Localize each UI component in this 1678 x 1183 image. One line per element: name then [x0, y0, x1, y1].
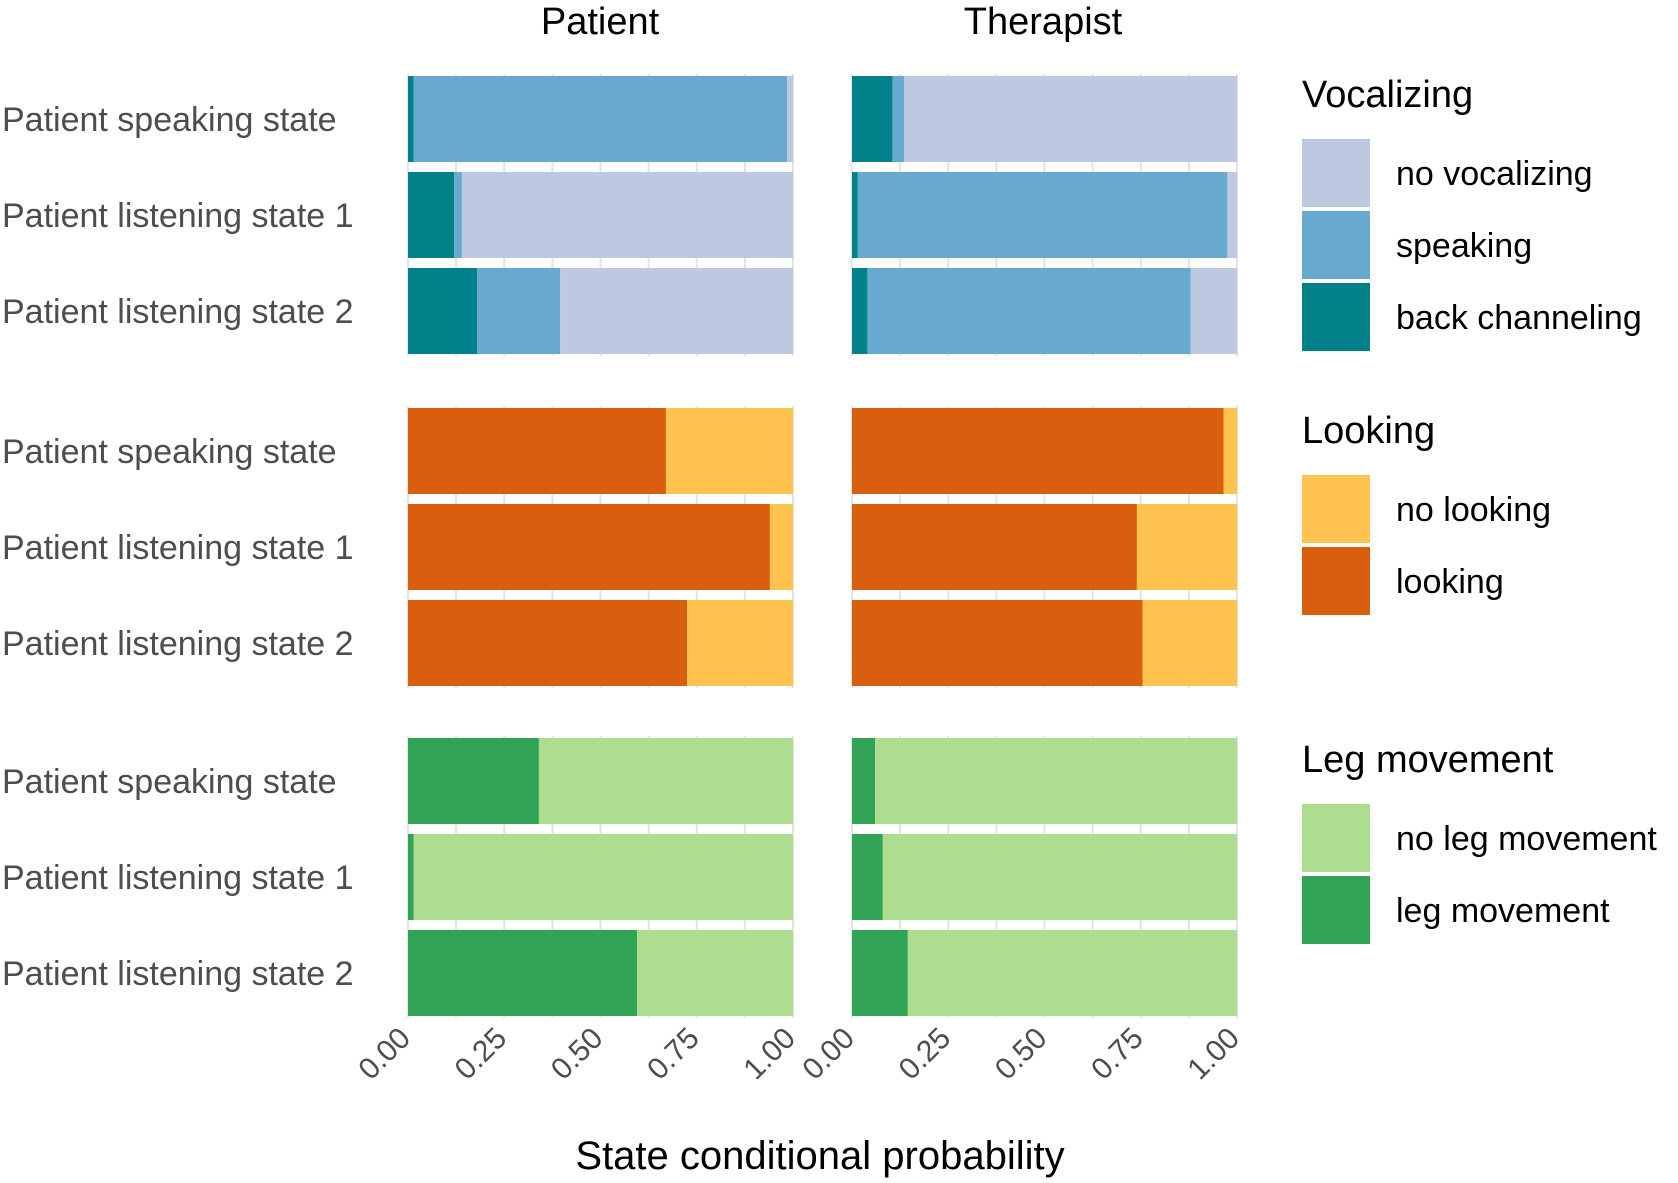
legend-label-speaking: speaking	[1396, 227, 1532, 265]
bar-looking-therapist	[852, 504, 1137, 590]
bar-speaking-patient	[413, 76, 788, 162]
legend-title-looking: Looking	[1302, 410, 1435, 452]
legend-label-no-looking: no looking	[1396, 491, 1551, 529]
bar-back-channeling-patient	[408, 172, 455, 258]
bars	[408, 76, 1237, 1016]
bar-speaking-therapist	[892, 76, 904, 162]
bar-leg-movement-therapist	[852, 930, 908, 1016]
bar-back-channeling-patient	[408, 76, 414, 162]
bar-no-vocalizing-patient	[461, 172, 793, 258]
legend-label-no-leg-movement: no leg movement	[1396, 820, 1657, 858]
bar-looking-therapist	[852, 600, 1143, 686]
bar-back-channeling-therapist	[852, 76, 893, 162]
x-tick-label: 0.25	[449, 1022, 514, 1087]
legend-swatch-looking	[1302, 547, 1370, 615]
legend-swatch-no-vocalizing	[1302, 139, 1370, 207]
legend-swatch-no-looking	[1302, 475, 1370, 543]
bar-no-vocalizing-patient	[787, 76, 793, 162]
row-label: Patient speaking state	[2, 763, 337, 801]
legend-label-no-vocalizing: no vocalizing	[1396, 155, 1593, 193]
bar-no-vocalizing-therapist	[903, 76, 1237, 162]
legend-swatch-no-leg-movement	[1302, 804, 1370, 872]
bar-no-looking-patient	[665, 408, 793, 494]
bar-leg-movement-therapist	[852, 834, 883, 920]
bar-no-vocalizing-therapist	[1190, 268, 1237, 354]
x-tick-label: 1.00	[1181, 1022, 1246, 1087]
bar-no-vocalizing-therapist	[1227, 172, 1237, 258]
bar-no-looking-patient	[687, 600, 793, 686]
x-tick-label: 0.00	[796, 1022, 861, 1087]
bar-speaking-therapist	[857, 172, 1228, 258]
bar-leg-movement-patient	[408, 930, 638, 1016]
legend-title-vocalizing: Vocalizing	[1302, 74, 1473, 116]
bar-back-channeling-therapist	[852, 172, 858, 258]
legend-swatch-speaking	[1302, 211, 1370, 279]
row-label: Patient listening state 1	[2, 197, 354, 235]
x-tick-label: 0.50	[989, 1022, 1054, 1087]
bar-no-leg-movement-patient	[538, 738, 793, 824]
bar-back-channeling-therapist	[852, 268, 868, 354]
bar-looking-patient	[408, 504, 770, 590]
bar-no-leg-movement-patient	[413, 834, 793, 920]
bar-no-looking-therapist	[1142, 600, 1237, 686]
bar-no-leg-movement-therapist	[907, 930, 1237, 1016]
bar-speaking-patient	[477, 268, 561, 354]
legend-label-leg-movement: leg movement	[1396, 892, 1610, 930]
bar-looking-patient	[408, 408, 666, 494]
bar-looking-therapist	[852, 408, 1224, 494]
legend-swatch-back-channeling	[1302, 283, 1370, 351]
bar-no-vocalizing-patient	[560, 268, 793, 354]
row-label: Patient listening state 2	[2, 625, 354, 663]
row-label: Patient listening state 2	[2, 955, 354, 993]
bar-back-channeling-patient	[408, 268, 478, 354]
legend-label-looking: looking	[1396, 563, 1504, 601]
labels: Patient speaking state Patient listening …	[2, 101, 1246, 1086]
bar-leg-movement-patient	[408, 834, 414, 920]
bar-no-looking-therapist	[1223, 408, 1237, 494]
row-label: Patient listening state 2	[2, 293, 354, 331]
x-tick-label: 0.50	[545, 1022, 610, 1087]
bar-no-leg-movement-patient	[637, 930, 793, 1016]
bar-no-leg-movement-therapist	[875, 738, 1237, 824]
column-title-therapist: Therapist	[964, 1, 1123, 43]
legend-swatch-leg-movement	[1302, 876, 1370, 944]
bar-no-looking-patient	[769, 504, 793, 590]
legend-label-back-channeling: back channeling	[1396, 299, 1642, 337]
bar-looking-patient	[408, 600, 688, 686]
row-label: Patient speaking state	[2, 101, 337, 139]
legend: Vocalizing no vocalizing speaking back chan…	[1302, 74, 1657, 944]
legend-title-leg-movement: Leg movement	[1302, 739, 1554, 781]
bar-no-looking-therapist	[1136, 504, 1237, 590]
bar-leg-movement-patient	[408, 738, 539, 824]
bar-leg-movement-therapist	[852, 738, 876, 824]
x-tick-label: 0.25	[893, 1022, 958, 1087]
row-label: Patient listening state 1	[2, 859, 354, 897]
row-label: Patient speaking state	[2, 433, 337, 471]
x-tick-label: 0.75	[641, 1022, 706, 1087]
bar-speaking-patient	[454, 172, 462, 258]
bar-speaking-therapist	[867, 268, 1191, 354]
row-label: Patient listening state 1	[2, 529, 354, 567]
bar-no-leg-movement-therapist	[882, 834, 1237, 920]
x-tick-label: 0.75	[1085, 1022, 1150, 1087]
column-title-patient: Patient	[541, 1, 660, 43]
x-tick-label: 0.00	[352, 1022, 417, 1087]
x-axis-title: State conditional probability	[575, 1134, 1064, 1178]
x-tick-label: 1.00	[737, 1022, 802, 1087]
